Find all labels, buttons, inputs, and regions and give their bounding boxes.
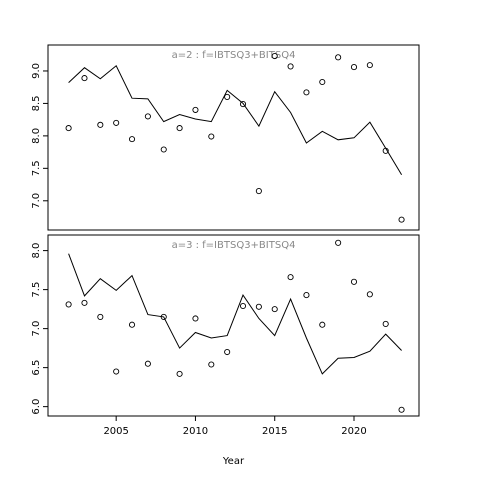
data-point: [366, 62, 373, 69]
x-tick-label: 2015: [262, 426, 287, 437]
y-tick-label: 7.5: [31, 160, 42, 176]
y-tick-label: 6.0: [31, 399, 42, 415]
x-tick-label: 2005: [103, 426, 128, 437]
data-point: [350, 64, 358, 71]
data-point: [144, 360, 151, 367]
y-tick-label: 9.0: [31, 63, 42, 79]
panel-2: a=3 : f=IBTSQ3+BITSQ4 6.0 6.5 7.0 7.5 8.0 2005…: [31, 234, 420, 467]
x-tick-label: 2010: [183, 426, 208, 437]
data-point: [192, 315, 199, 322]
data-point: [287, 63, 294, 70]
data-point: [224, 93, 231, 100]
data-point: [144, 113, 151, 120]
data-point: [160, 146, 167, 153]
y-tick-label: 8.0: [31, 128, 42, 144]
x-axis-label: Year: [222, 456, 245, 467]
data-point: [319, 321, 326, 328]
y-tick-label: 8.5: [31, 95, 42, 111]
y-tick-label: 7.0: [31, 321, 42, 337]
data-point: [335, 54, 342, 61]
data-point: [113, 119, 120, 126]
data-point: [255, 188, 262, 195]
data-point: [97, 313, 104, 320]
data-point: [398, 406, 405, 413]
data-point: [81, 299, 88, 306]
data-point: [81, 75, 88, 82]
data-point: [65, 301, 72, 308]
data-point: [366, 291, 373, 298]
data-point: [350, 278, 358, 285]
data-point: [160, 313, 167, 320]
data-point: [255, 303, 262, 310]
strip-label: a=2 : f=IBTSQ3+BITSQ4: [172, 50, 296, 61]
series-line: [68, 65, 403, 176]
data-point: [192, 106, 199, 113]
x-tick-label: 2020: [341, 426, 366, 437]
data-point: [128, 136, 136, 143]
data-point: [224, 348, 231, 356]
y-tick-label: 8.0: [31, 243, 42, 259]
data-point: [319, 78, 326, 86]
data-point: [208, 133, 215, 140]
data-point: [113, 368, 120, 375]
data-point: [271, 52, 278, 60]
data-point: [97, 121, 104, 128]
data-point: [176, 370, 183, 377]
y-tick-label: 7.0: [31, 193, 42, 209]
data-point: [303, 89, 310, 96]
y-tick-label: 7.5: [31, 282, 42, 298]
data-point: [382, 320, 389, 327]
panel-1: a=2 : f=IBTSQ3+BITSQ4 7.0 7.5 8.0 8.5 9.0: [31, 44, 420, 231]
panel-frame: [47, 234, 420, 417]
strip-label: a=3 : f=IBTSQ3+BITSQ4: [172, 240, 296, 251]
data-point: [303, 292, 310, 299]
data-point: [208, 361, 215, 368]
data-point: [398, 216, 405, 223]
y-tick-label: 6.5: [31, 360, 42, 376]
data-point: [176, 125, 183, 132]
series-line: [68, 253, 402, 375]
data-point: [239, 101, 247, 108]
panel-frame: [47, 44, 420, 231]
data-point: [271, 306, 278, 313]
data-point: [382, 147, 389, 154]
data-point: [239, 302, 247, 310]
data-point: [335, 239, 342, 246]
data-point: [65, 125, 72, 132]
data-point: [128, 321, 136, 328]
data-point: [287, 274, 294, 281]
